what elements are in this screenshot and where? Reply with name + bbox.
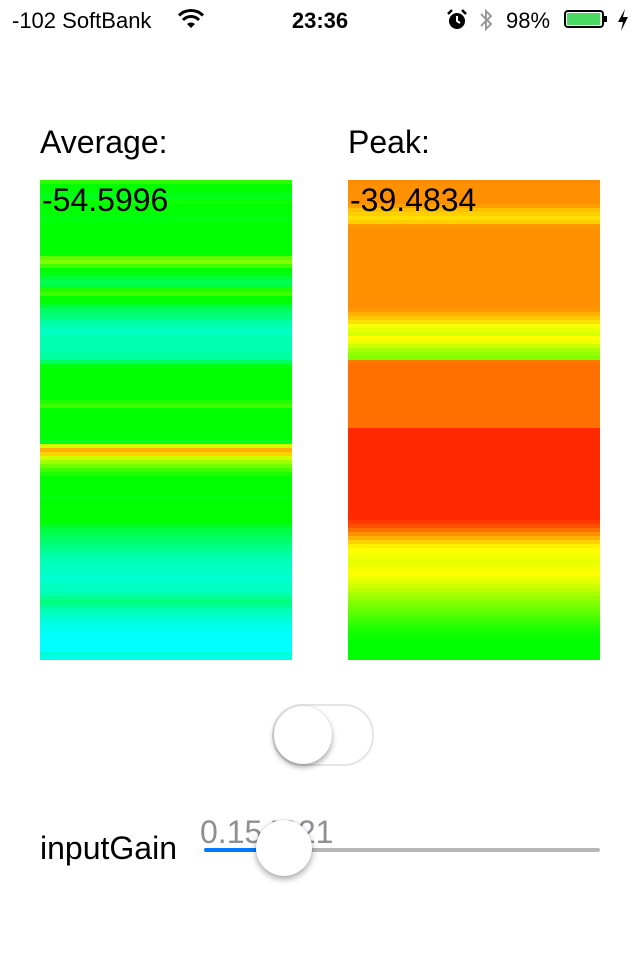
- wifi-icon: [178, 9, 204, 28]
- input-gain-slider[interactable]: [204, 820, 600, 880]
- battery-icon: [564, 10, 607, 28]
- switch-knob: [274, 706, 332, 764]
- carrier-signal: -102 SoftBank: [12, 8, 152, 33]
- average-label: Average:: [40, 124, 168, 160]
- slider-track-max: [204, 848, 600, 852]
- clock-time: 23:36: [291, 8, 349, 33]
- peak-label: Peak:: [348, 124, 430, 160]
- slider-track-min: [204, 848, 285, 852]
- peak-level-meter: -39.4834: [348, 180, 600, 660]
- battery-percent: 98%: [506, 8, 551, 33]
- slider-thumb[interactable]: [256, 820, 313, 876]
- status-bar: -102 SoftBank 23:36 98%: [0, 0, 640, 40]
- input-gain-label: inputGain: [40, 830, 177, 866]
- peak-value: -39.4834: [350, 182, 477, 218]
- average-level-meter: -54.5996: [40, 180, 292, 660]
- toggle-switch[interactable]: [272, 704, 374, 766]
- average-value: -54.5996: [42, 182, 169, 218]
- bluetooth-icon: [480, 8, 493, 32]
- charging-bolt-icon: [618, 9, 628, 31]
- alarm-clock-icon: [447, 9, 467, 29]
